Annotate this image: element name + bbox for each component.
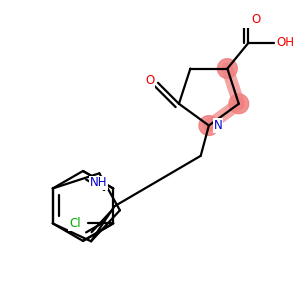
Circle shape — [229, 94, 249, 114]
Text: N: N — [214, 119, 223, 132]
Circle shape — [199, 116, 219, 135]
Circle shape — [218, 59, 237, 79]
Text: O: O — [145, 74, 154, 87]
Text: O: O — [252, 13, 261, 26]
Text: NH: NH — [89, 176, 107, 189]
Text: OH: OH — [277, 36, 295, 50]
Text: Cl: Cl — [69, 217, 81, 230]
